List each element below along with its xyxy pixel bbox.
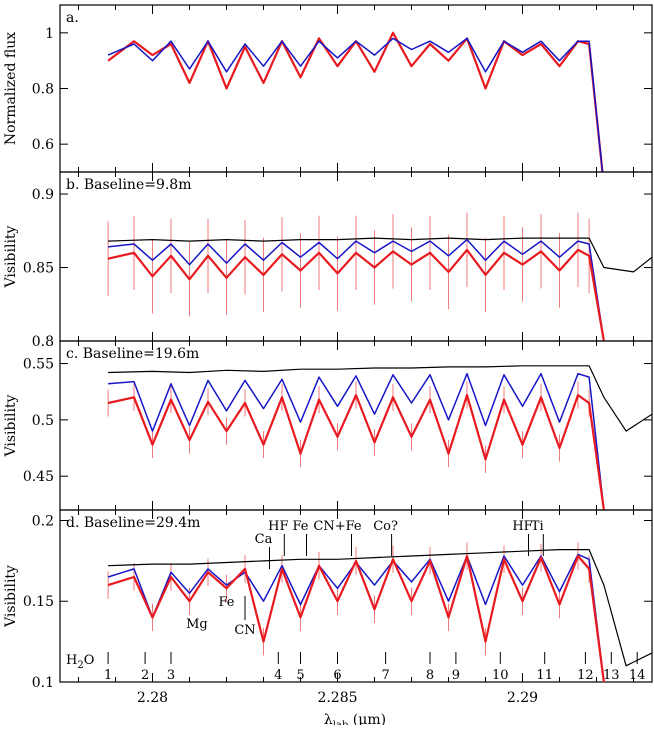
line-marker-label: 11: [536, 668, 553, 683]
y-tick-label: 0.85: [23, 261, 54, 277]
y-axis-label: Visibility: [3, 225, 19, 288]
panel-label: a.: [66, 10, 79, 26]
line-annotation: Co?: [373, 519, 398, 534]
series-line-blue: [107, 553, 605, 682]
line-annotation: Ti: [531, 519, 544, 534]
panel-label: d. Baseline=29.4m: [66, 515, 200, 531]
line-marker-label: 5: [296, 668, 304, 683]
y-tick-label: 1: [45, 26, 54, 42]
series-line-red: [107, 554, 605, 682]
series-line-black: [108, 237, 652, 273]
y-tick-label: 0.8: [32, 82, 54, 98]
line-marker-label: 13: [603, 668, 620, 683]
series-line-red: [107, 394, 605, 510]
series-line-blue: [107, 37, 604, 172]
panel-1: 0.6 0.8 1 Normalized flux a.: [3, 4, 653, 173]
line-annotation: HF: [268, 519, 288, 534]
line-annotation: CN+Fe: [313, 519, 362, 534]
line-annotation: HF: [512, 519, 532, 534]
panel-2: 0.8 0.85 0.9 Visibility b. Baseline=9.8m: [3, 171, 653, 350]
line-marker-label: 8: [426, 668, 434, 683]
panel-label: c. Baseline=19.6m: [66, 346, 199, 362]
y-axis-label: Visibility: [3, 394, 19, 457]
panel-label: b. Baseline=9.8m: [66, 177, 192, 193]
x-tick-label: 2.285: [317, 690, 357, 706]
series-group: [107, 542, 652, 682]
line-marker-label: 10: [492, 668, 509, 683]
line-annotation: Ca: [255, 532, 273, 547]
line-marker-label: 1: [104, 668, 112, 683]
y-tick-label: 0.8: [32, 334, 54, 350]
line-annotation: Mg: [186, 617, 208, 632]
y-tick-label: 0.15: [23, 594, 54, 610]
y-axis-label: Normalized flux: [3, 32, 19, 145]
h2o-label: H2O: [66, 653, 94, 671]
x-tick-label: 2.28: [137, 690, 168, 706]
y-tick-label: 0.45: [23, 469, 54, 485]
y-tick-label: 0.55: [23, 357, 54, 373]
series-group: [107, 365, 652, 510]
line-marker-label: 2: [141, 668, 149, 683]
line-marker-label: 9: [452, 668, 460, 683]
series-group: [107, 212, 652, 341]
series-line-black: [108, 365, 652, 432]
series-line-red: [107, 248, 605, 341]
line-annotation: Fe: [292, 519, 308, 534]
y-tick-label: 0.5: [32, 413, 54, 429]
series-line-blue: [108, 372, 605, 510]
series-group: [107, 31, 604, 172]
line-annotation: CN: [234, 623, 255, 638]
x-tick-label: 2.29: [507, 690, 538, 706]
y-tick-label: 0.2: [32, 513, 54, 529]
line-annotation: Fe: [218, 595, 234, 610]
series-line-red: [107, 31, 604, 172]
y-tick-label: 0.6: [32, 137, 54, 153]
line-marker-label: 3: [167, 668, 175, 683]
line-marker-label: 4: [274, 668, 282, 683]
series-line-blue: [108, 238, 605, 341]
series-line-black: [108, 549, 652, 667]
line-marker-label: 12: [577, 668, 594, 683]
panel-frame: [59, 509, 653, 683]
y-tick-label: 0.9: [32, 187, 54, 203]
panel-3: 0.45 0.5 0.55 Visibility c. Baseline=19.6m: [3, 340, 653, 511]
line-marker-label: 7: [381, 668, 389, 683]
line-marker-label: 14: [629, 668, 646, 683]
y-tick-label: 0.1: [32, 675, 54, 691]
y-axis-label: Visibility: [3, 565, 19, 628]
x-axis-label: λlab (μm): [324, 712, 386, 725]
line-marker-label: 6: [333, 668, 341, 683]
panel-frame: [59, 4, 653, 173]
